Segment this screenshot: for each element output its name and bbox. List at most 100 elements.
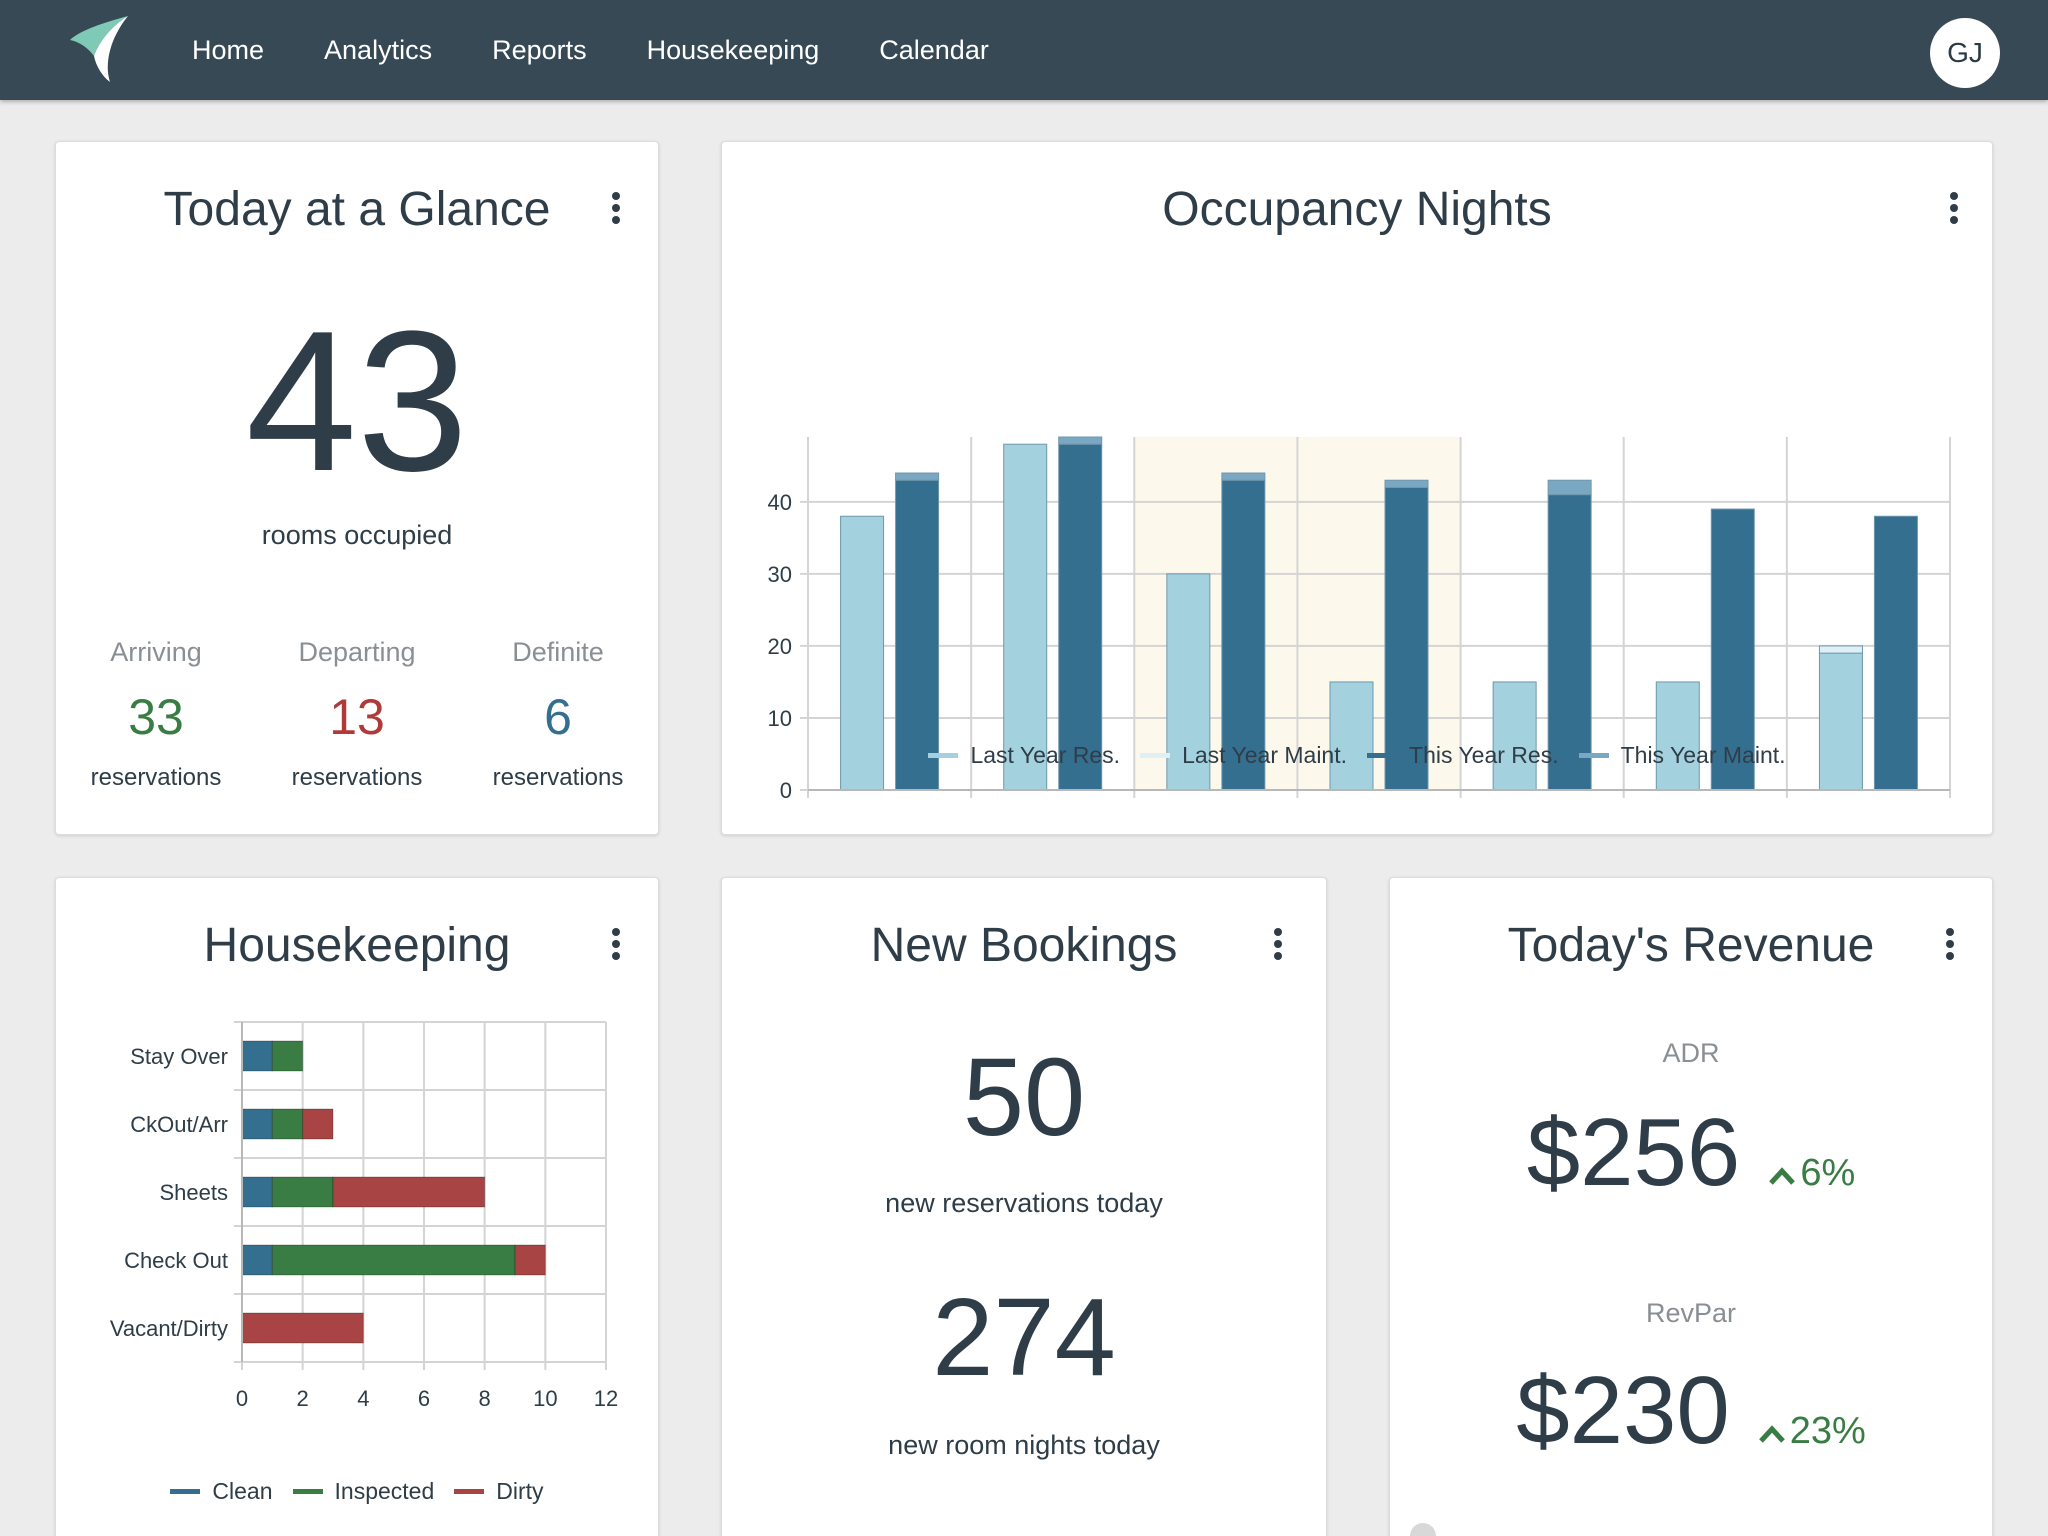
legend-this-year-res[interactable]: This Year Res. <box>1367 742 1559 769</box>
chevron-up-icon <box>1758 1425 1785 1443</box>
card-title: New Bookings <box>870 919 1178 972</box>
bar-this-year-res- <box>1710 508 1755 791</box>
occupancy-bar-chart: 010203040We02/14Th02/15Fr02/16Sa02/17Su0… <box>768 436 1951 812</box>
card-title: Today at a Glance <box>163 183 551 236</box>
bar-this-year-maint- <box>1221 472 1266 481</box>
weekend-highlight <box>1297 437 1461 790</box>
y-tick-label: 0 <box>780 778 792 803</box>
bar-this-year-maint- <box>1384 479 1429 488</box>
nav-calendar[interactable]: Calendar <box>879 34 989 65</box>
departing-unit: reservations <box>291 764 423 791</box>
bar-this-year-res- <box>1058 443 1103 791</box>
bar-clean <box>241 1244 273 1276</box>
legend-last-year-maint[interactable]: Last Year Maint. <box>1140 742 1347 769</box>
bar-last-year-res- <box>1003 443 1048 791</box>
user-avatar[interactable]: GJ <box>1930 18 2000 88</box>
legend-dirty[interactable]: Dirty <box>454 1478 544 1505</box>
arriving-label: Arriving <box>110 637 202 667</box>
y-tick-label: 20 <box>768 634 792 659</box>
arriving-unit: reservations <box>90 764 222 791</box>
sail-logo-icon[interactable] <box>66 14 130 84</box>
y-category-label: Check Out <box>124 1248 228 1273</box>
x-tick-label: 4 <box>357 1386 369 1411</box>
x-tick-day: Sa <box>1366 810 1394 812</box>
bar-this-year-maint- <box>1058 436 1103 445</box>
y-category-label: CkOut/Arr <box>130 1112 228 1137</box>
y-category-label: Stay Over <box>130 1044 228 1069</box>
legend-inspected[interactable]: Inspected <box>292 1478 434 1505</box>
arriving-value: 33 <box>128 689 184 745</box>
legend-last-year-res[interactable]: Last Year Res. <box>928 742 1120 769</box>
card-title: Today's Revenue <box>1507 919 1875 972</box>
bar-clean <box>241 1176 273 1208</box>
y-category-label: Vacant/Dirty <box>110 1316 228 1341</box>
bar-last-year-maint- <box>1818 645 1863 654</box>
bar-inspected <box>271 1108 304 1140</box>
housekeeping-bar-chart: 0 2 4 6 8 10 12 Stay Over CkOut/Arr Sheets Check O… <box>110 1021 618 1411</box>
arriving-stat: Arriving 33 reservations <box>56 632 256 798</box>
departing-value: 13 <box>329 689 385 745</box>
new-room-nights-value: 274 <box>932 1276 1116 1399</box>
definite-label: Definite <box>512 637 604 667</box>
x-tick-label: 0 <box>236 1386 248 1411</box>
nav-analytics[interactable]: Analytics <box>324 34 433 65</box>
bar-inspected <box>271 1244 516 1276</box>
today-at-a-glance-card: Today at a Glance 43 rooms occupied Arri… <box>55 141 659 835</box>
nav-housekeeping[interactable]: Housekeeping <box>646 34 820 65</box>
revpar-label: RevPar <box>1645 1298 1737 1328</box>
nav-reports[interactable]: Reports <box>492 34 587 65</box>
adr-change-value: 6% <box>1800 1152 1856 1194</box>
todays-revenue-card: Today's Revenue ADR $256 6% RevPar $230 … <box>1389 877 1993 1536</box>
y-tick-label: 30 <box>768 562 792 587</box>
legend-this-year-maint[interactable]: This Year Maint. <box>1578 742 1786 769</box>
x-tick-day: Mo <box>1690 810 1721 812</box>
x-tick-label: 6 <box>418 1386 430 1411</box>
bar-last-year-res- <box>1492 681 1537 791</box>
more-options-icon[interactable] <box>606 924 626 964</box>
chevron-up-icon <box>1769 1167 1796 1185</box>
more-options-icon[interactable] <box>1944 188 1964 228</box>
y-tick-label: 40 <box>768 490 792 515</box>
bar-last-year-res- <box>1655 681 1700 791</box>
x-tick-day: Fr <box>1205 810 1226 812</box>
card-title: Occupancy Nights <box>1162 183 1552 236</box>
bar-dirty <box>302 1108 334 1140</box>
y-tick-label: 10 <box>768 706 792 731</box>
more-options-icon[interactable] <box>606 188 626 228</box>
adr-change: 6% <box>1768 1152 1855 1195</box>
bar-dirty <box>514 1244 546 1276</box>
occupancy-legend: Last Year Res. Last Year Maint. This Yea… <box>722 742 1992 769</box>
bar-last-year-res- <box>1166 573 1211 791</box>
nav-links: Home Analytics Reports Housekeeping Cale… <box>192 0 1049 100</box>
card-title: Housekeeping <box>203 919 511 972</box>
nav-home[interactable]: Home <box>192 34 265 65</box>
more-options-icon[interactable] <box>1268 924 1288 964</box>
bar-this-year-maint- <box>895 472 940 481</box>
info-icon[interactable] <box>1410 1523 1436 1536</box>
bar-this-year-maint- <box>1547 479 1592 496</box>
housekeeping-card: Housekeeping 0 2 4 6 8 10 12 Stay Over CkOut/Arr… <box>55 877 659 1536</box>
adr-label: ADR <box>1662 1038 1720 1068</box>
weekend-highlight <box>1134 437 1298 790</box>
x-tick-day: We <box>873 810 906 812</box>
x-tick-day: Th <box>1040 810 1066 812</box>
bar-inspected <box>271 1040 304 1072</box>
x-tick-day: Su <box>1529 810 1556 812</box>
revpar-row: $230 23% <box>1390 1356 1992 1466</box>
rooms-occupied-label: rooms occupied <box>261 520 453 550</box>
x-tick-label: 2 <box>297 1386 309 1411</box>
more-options-icon[interactable] <box>1940 924 1960 964</box>
new-reservations-label: new reservations today <box>885 1188 1163 1218</box>
definite-unit: reservations <box>492 764 624 791</box>
legend-clean[interactable]: Clean <box>170 1478 273 1505</box>
x-tick-day: Tu <box>1856 810 1881 812</box>
definite-value: 6 <box>544 689 572 745</box>
bar-last-year-res- <box>840 515 885 791</box>
housekeeping-legend: Clean Inspected Dirty <box>56 1478 658 1505</box>
bar-dirty <box>241 1312 364 1344</box>
departing-stat: Departing 13 reservations <box>257 632 457 798</box>
new-reservations-value: 50 <box>962 1036 1086 1159</box>
definite-stat: Definite 6 reservations <box>458 632 658 798</box>
new-room-nights-label: new room nights today <box>888 1430 1160 1460</box>
revpar-change-value: 23% <box>1789 1410 1866 1452</box>
